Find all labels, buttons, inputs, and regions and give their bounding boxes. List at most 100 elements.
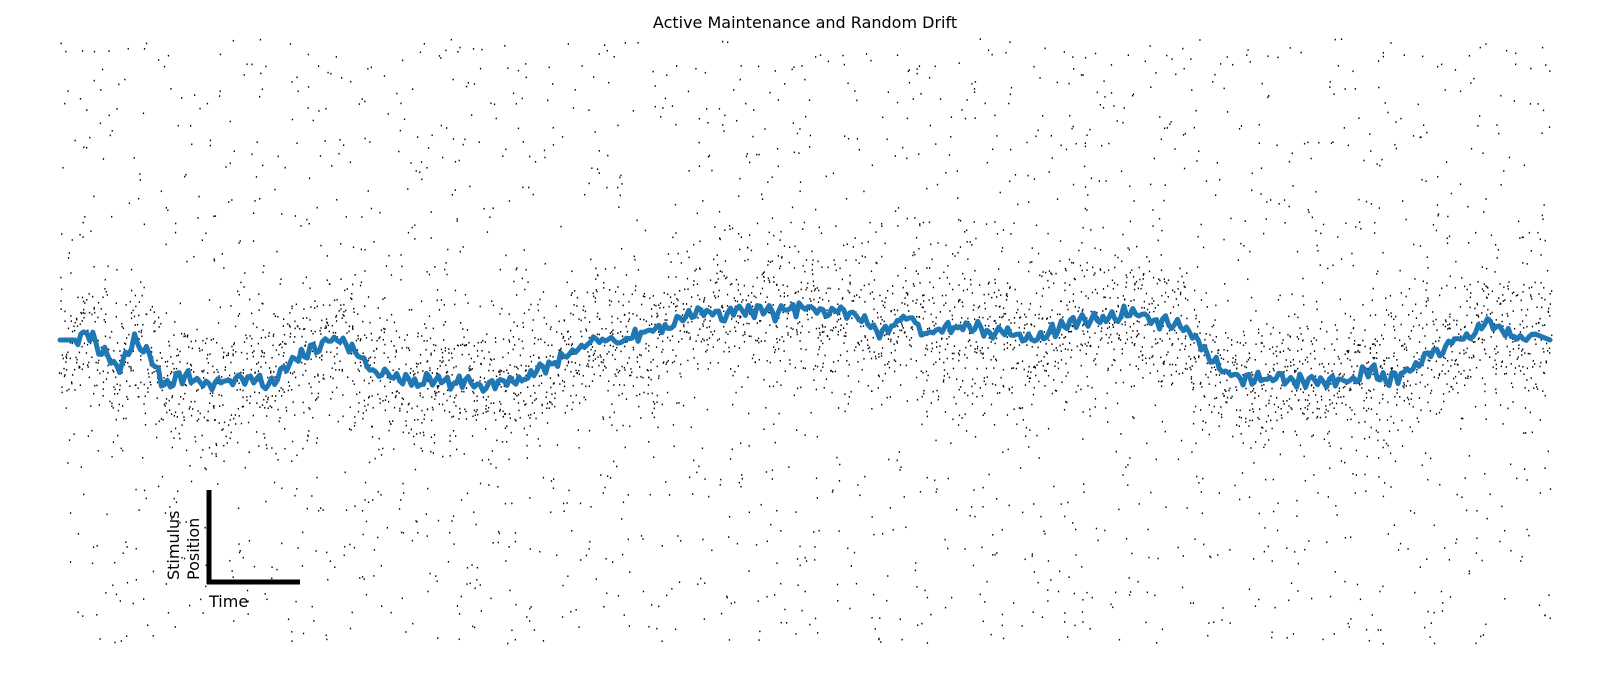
spike-dot (932, 297, 934, 299)
spike-dot (1010, 322, 1012, 324)
spike-dot (618, 370, 621, 372)
spike-dot (658, 377, 660, 380)
spike-dot (956, 378, 958, 381)
spike-dot (821, 324, 823, 326)
spike-dot (316, 437, 318, 439)
spike-dot (174, 411, 177, 414)
spike-dot (73, 433, 75, 435)
spike-dot (958, 284, 960, 286)
spike-dot (871, 320, 874, 322)
spike-dot (88, 361, 90, 364)
spike-dot (584, 316, 586, 319)
spike-dot (783, 245, 786, 247)
spike-dot (666, 370, 668, 373)
spike-dot (995, 358, 997, 360)
spike-dot (88, 311, 91, 314)
spike-dot (1020, 407, 1022, 410)
spike-dot (1397, 549, 1400, 551)
spike-dot (514, 344, 516, 346)
spike-dot (1258, 142, 1260, 144)
spike-dot (644, 295, 646, 298)
spike-dot (314, 341, 316, 343)
spike-dot (1214, 319, 1216, 321)
spike-dot (844, 393, 846, 395)
spike-dot (369, 356, 372, 359)
spike-dot (329, 560, 331, 562)
spike-dot (662, 340, 664, 343)
spike-dot (105, 592, 107, 594)
spike-dot (698, 117, 700, 120)
spike-dot (1064, 621, 1066, 623)
spike-dot (967, 394, 969, 397)
spike-dot (992, 148, 994, 151)
spike-dot (486, 231, 489, 233)
spike-dot (329, 304, 331, 306)
spike-dot (229, 162, 231, 165)
spike-dot (176, 416, 178, 418)
spike-dot (723, 350, 725, 353)
spike-dot (801, 325, 803, 328)
spike-dot (1021, 625, 1023, 627)
spike-dot (816, 497, 818, 499)
spike-dot (113, 386, 115, 388)
spike-dot (691, 296, 693, 298)
spike-dot (1011, 386, 1013, 389)
spike-dot (1235, 358, 1237, 361)
spike-dot (915, 360, 917, 362)
spike-dot (964, 392, 966, 394)
spike-dot (1454, 69, 1457, 71)
spike-dot (869, 292, 871, 295)
spike-dot (1282, 400, 1284, 402)
spike-dot (748, 412, 750, 415)
spike-dot (737, 315, 739, 317)
spike-dot (1028, 377, 1031, 379)
spike-dot (1208, 404, 1210, 406)
spike-dot (563, 510, 565, 512)
spike-dot (993, 355, 995, 358)
spike-dot (479, 305, 481, 308)
spike-dot (921, 622, 923, 625)
spike-dot (394, 355, 396, 358)
spike-dot (542, 476, 545, 479)
spike-dot (362, 533, 364, 536)
spike-dot (837, 407, 840, 409)
spike-dot (147, 372, 150, 375)
spike-dot (275, 395, 277, 397)
spike-dot (1399, 542, 1402, 545)
spike-dot (769, 324, 771, 326)
spike-dot (816, 287, 818, 289)
spike-dot (813, 285, 815, 287)
spike-dot (1240, 242, 1242, 245)
spike-dot (358, 103, 360, 105)
spike-dot (463, 336, 465, 338)
spike-dot (661, 403, 663, 406)
spike-dot (596, 315, 598, 318)
spike-dot (771, 217, 774, 220)
spike-dot (416, 433, 418, 435)
spike-dot (780, 582, 782, 585)
spike-dot (312, 119, 314, 122)
spike-dot (554, 392, 556, 395)
spike-dot (1241, 364, 1243, 367)
spike-dot (1266, 201, 1268, 203)
spike-dot (802, 264, 804, 267)
spike-dot (413, 443, 415, 446)
spike-dot (498, 370, 500, 373)
spike-dot (1437, 213, 1440, 215)
spike-dot (1402, 200, 1404, 202)
spike-dot (1031, 261, 1033, 263)
spike-dot (230, 305, 232, 307)
spike-dot (736, 300, 739, 303)
spike-dot (394, 396, 397, 399)
spike-dot (1229, 622, 1231, 624)
spike-dot (1160, 356, 1162, 359)
spike-dot (267, 376, 269, 379)
spike-dot (1170, 121, 1172, 123)
spike-dot (550, 326, 552, 328)
spike-dot (71, 342, 73, 345)
spike-dot (943, 361, 945, 364)
spike-dot (953, 345, 955, 347)
spike-dot (851, 317, 853, 320)
spike-dot (414, 238, 416, 240)
spike-dot (591, 366, 593, 368)
